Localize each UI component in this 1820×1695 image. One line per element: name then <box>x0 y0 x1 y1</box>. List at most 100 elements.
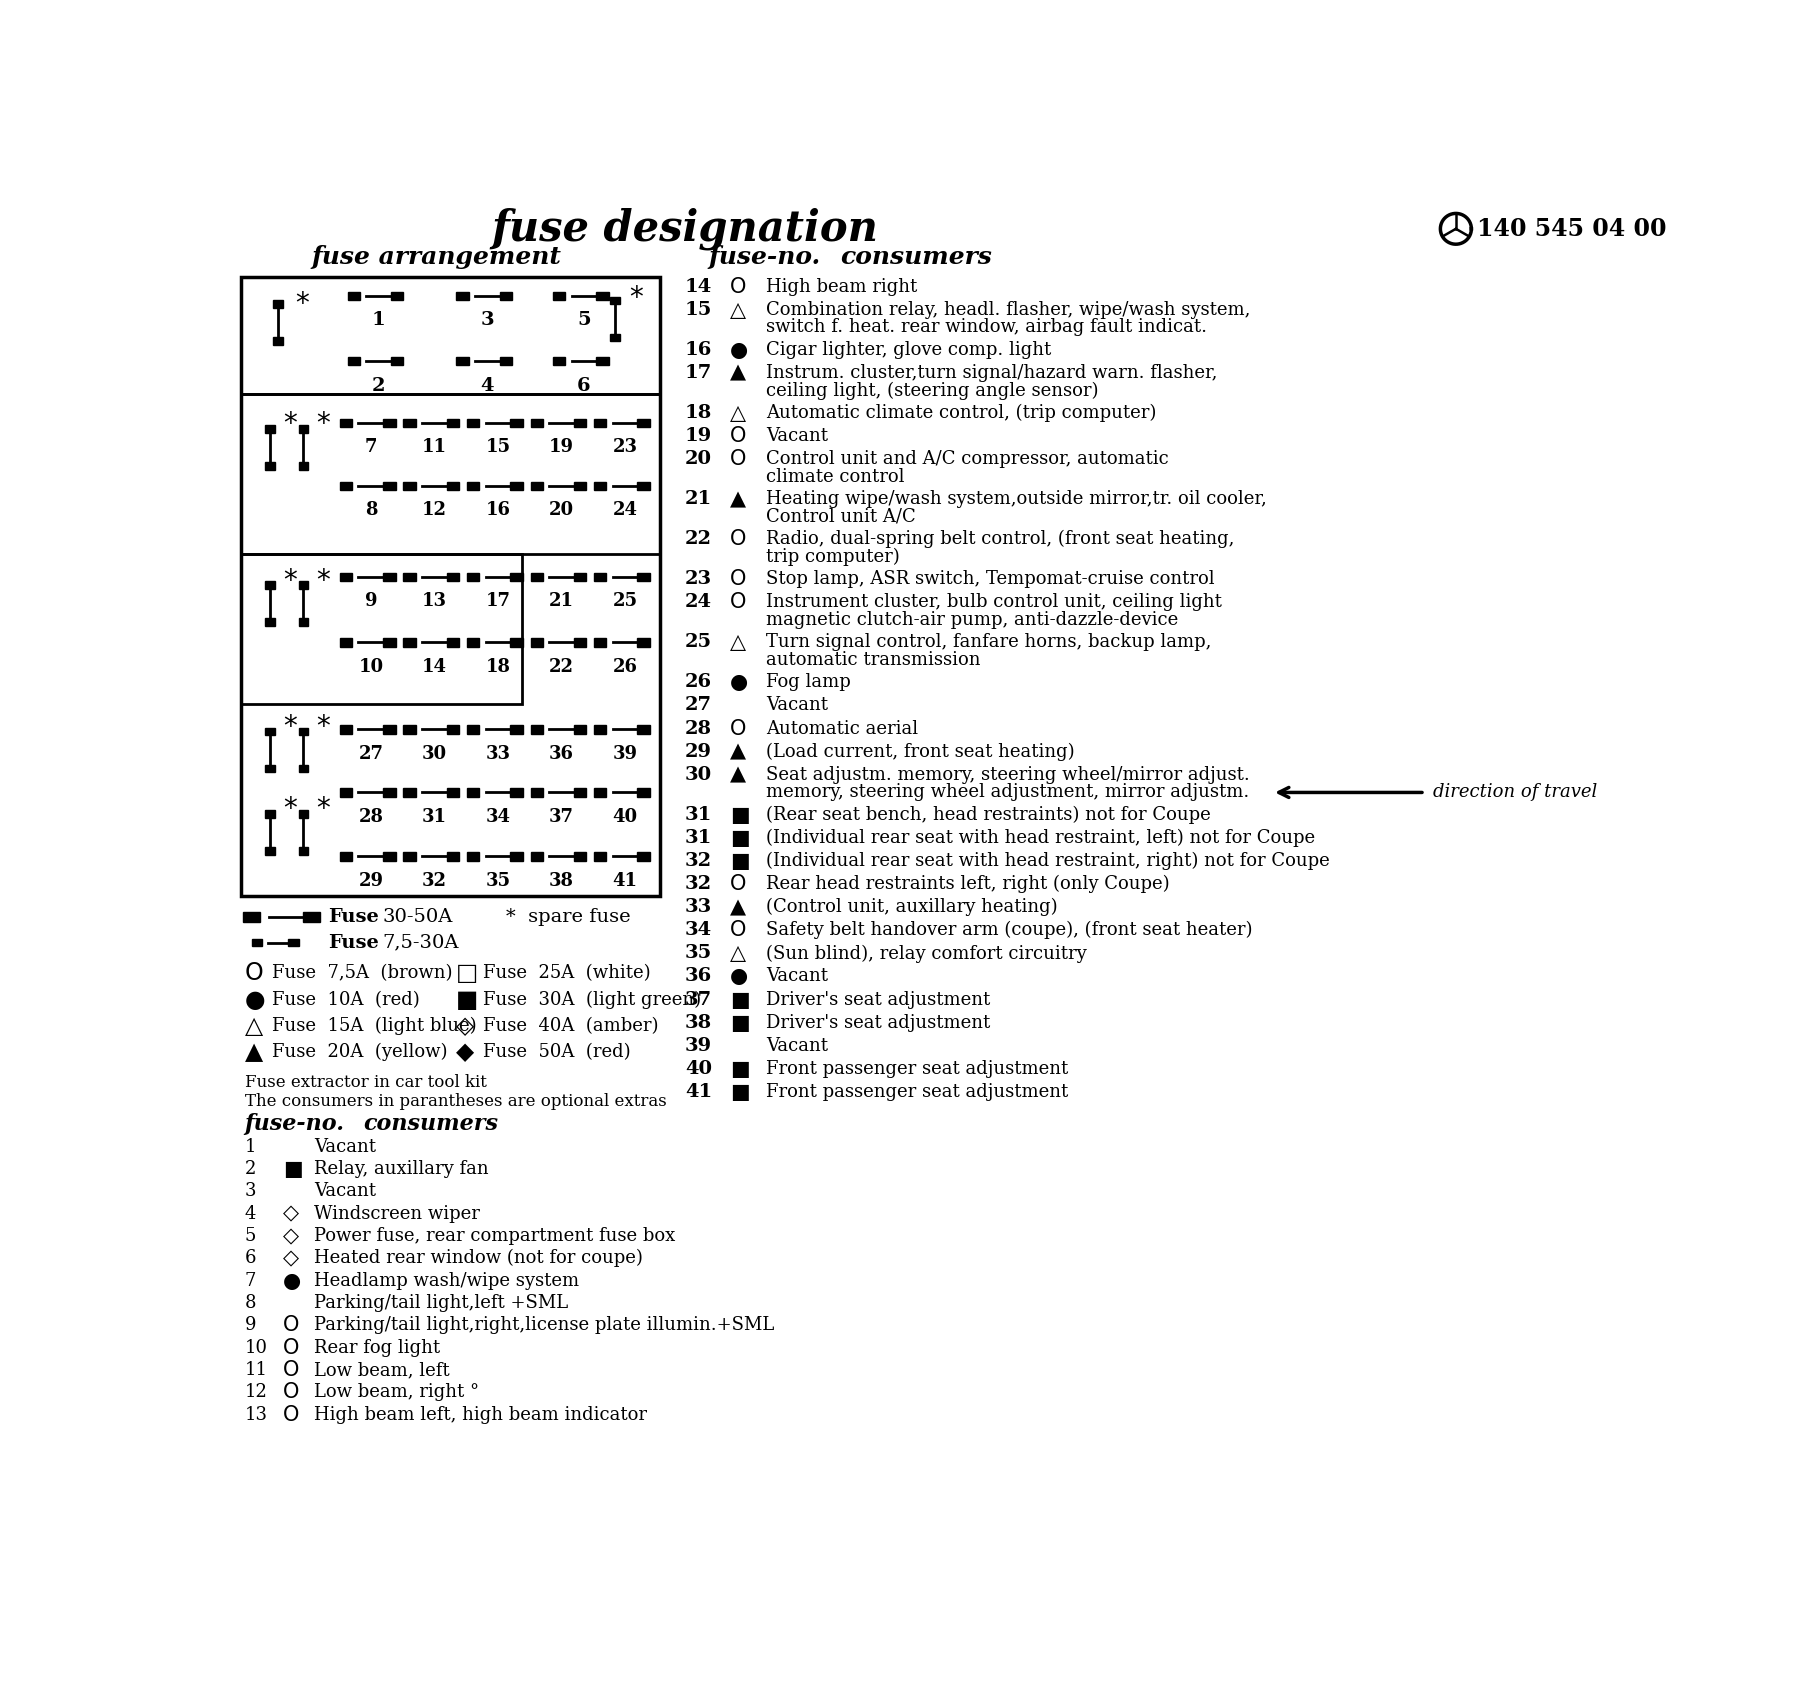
Bar <box>298 581 308 590</box>
Text: O: O <box>730 425 746 446</box>
Text: ◇: ◇ <box>457 1014 475 1037</box>
Text: The consumers in parantheses are optional extras: The consumers in parantheses are optiona… <box>244 1093 666 1110</box>
Text: 6: 6 <box>244 1249 257 1268</box>
Bar <box>404 637 415 646</box>
Bar <box>384 853 395 861</box>
Text: 30-50A: 30-50A <box>382 909 453 925</box>
Text: 20: 20 <box>550 502 573 519</box>
Text: fuse-no.: fuse-no. <box>708 246 821 270</box>
Bar <box>530 725 542 734</box>
Bar <box>468 481 479 490</box>
Text: *: * <box>317 566 331 595</box>
Text: High beam left, high beam indicator: High beam left, high beam indicator <box>315 1405 648 1424</box>
Text: 4: 4 <box>244 1205 257 1222</box>
Bar <box>530 853 542 861</box>
Text: 16: 16 <box>486 502 510 519</box>
Text: O: O <box>730 529 746 549</box>
Text: Stop lamp, ASR switch, Tempomat-cruise control: Stop lamp, ASR switch, Tempomat-cruise c… <box>766 570 1214 588</box>
Text: Fog lamp: Fog lamp <box>766 673 852 692</box>
Text: 30: 30 <box>422 744 448 763</box>
Text: 34: 34 <box>486 809 510 825</box>
Bar <box>637 788 650 797</box>
Text: Fuse  7,5A  (brown): Fuse 7,5A (brown) <box>273 964 453 983</box>
Text: Rear head restraints left, right (only Coupe): Rear head restraints left, right (only C… <box>766 875 1170 893</box>
Text: Combination relay, headl. flasher, wipe/wash system,: Combination relay, headl. flasher, wipe/… <box>766 300 1250 319</box>
Bar <box>448 481 459 490</box>
Text: switch f. heat. rear window, airbag fault indicat.: switch f. heat. rear window, airbag faul… <box>766 319 1207 336</box>
Bar <box>510 481 522 490</box>
Text: 2: 2 <box>371 376 386 395</box>
Bar <box>242 276 661 897</box>
Bar <box>510 419 522 427</box>
Bar <box>266 848 275 854</box>
Bar <box>573 419 586 427</box>
Text: Instrum. cluster,turn signal/hazard warn. flasher,: Instrum. cluster,turn signal/hazard warn… <box>766 364 1218 381</box>
Text: ■: ■ <box>730 1012 750 1032</box>
Bar <box>637 637 650 646</box>
Bar <box>468 725 479 734</box>
Text: 22: 22 <box>550 658 573 676</box>
Text: ●: ● <box>730 966 748 986</box>
Bar <box>530 481 542 490</box>
Text: Heated rear window (not for coupe): Heated rear window (not for coupe) <box>315 1249 642 1268</box>
Text: O: O <box>730 276 746 297</box>
Text: Parking/tail light,right,license plate illumin.+SML: Parking/tail light,right,license plate i… <box>315 1317 775 1334</box>
Text: 26: 26 <box>613 658 637 676</box>
Text: 22: 22 <box>684 531 712 547</box>
Bar <box>597 292 610 300</box>
Text: (Individual rear seat with head restraint, right) not for Coupe: (Individual rear seat with head restrain… <box>766 853 1330 870</box>
Text: Vacant: Vacant <box>766 697 828 714</box>
Text: Safety belt handover arm (coupe), (front seat heater): Safety belt handover arm (coupe), (front… <box>766 920 1252 939</box>
Text: 40: 40 <box>613 809 637 825</box>
Text: ■: ■ <box>457 988 479 1012</box>
Text: fuse designation: fuse designation <box>491 207 879 251</box>
Text: O: O <box>730 875 746 893</box>
Text: 10: 10 <box>359 658 384 676</box>
Text: ◆: ◆ <box>457 1041 475 1064</box>
Text: 9: 9 <box>244 1317 257 1334</box>
Bar <box>251 939 262 946</box>
Text: *: * <box>317 410 331 439</box>
Text: Fuse: Fuse <box>328 909 379 925</box>
Text: O: O <box>730 920 746 941</box>
Text: 39: 39 <box>613 744 637 763</box>
Text: 24: 24 <box>613 502 637 519</box>
Text: 37: 37 <box>550 809 573 825</box>
Bar <box>266 727 275 736</box>
Text: □: □ <box>457 961 479 985</box>
Text: ◇: ◇ <box>284 1203 298 1224</box>
Text: Power fuse, rear compartment fuse box: Power fuse, rear compartment fuse box <box>315 1227 675 1244</box>
Text: △: △ <box>730 632 746 653</box>
Bar <box>266 810 275 819</box>
Text: 15: 15 <box>684 300 712 319</box>
Bar <box>348 292 360 300</box>
Bar <box>384 573 395 581</box>
Text: 8: 8 <box>244 1293 257 1312</box>
Bar <box>384 725 395 734</box>
Bar <box>242 276 661 393</box>
Text: ■: ■ <box>730 990 750 1010</box>
Text: memory, steering wheel adjustment, mirror adjustm.: memory, steering wheel adjustment, mirro… <box>766 783 1249 802</box>
Bar <box>553 358 566 366</box>
Bar <box>298 619 308 625</box>
Text: O: O <box>730 719 746 739</box>
Text: 7: 7 <box>244 1271 257 1290</box>
Bar <box>298 425 308 432</box>
Text: 19: 19 <box>684 427 712 446</box>
Bar <box>573 573 586 581</box>
Text: 26: 26 <box>684 673 712 692</box>
Text: Front passenger seat adjustment: Front passenger seat adjustment <box>766 1059 1068 1078</box>
Bar <box>391 358 404 366</box>
Bar <box>273 337 282 346</box>
Text: 13: 13 <box>422 592 448 610</box>
Text: O: O <box>730 449 746 470</box>
Text: Fuse extractor in car tool kit: Fuse extractor in car tool kit <box>244 1075 486 1092</box>
Text: Fuse  25A  (white): Fuse 25A (white) <box>484 964 652 983</box>
Text: 40: 40 <box>684 1059 712 1078</box>
Text: 31: 31 <box>422 809 448 825</box>
Bar <box>593 573 606 581</box>
Text: 41: 41 <box>684 1083 712 1102</box>
Text: 39: 39 <box>684 1037 712 1054</box>
Text: Automatic climate control, (trip computer): Automatic climate control, (trip compute… <box>766 403 1156 422</box>
Bar <box>510 725 522 734</box>
